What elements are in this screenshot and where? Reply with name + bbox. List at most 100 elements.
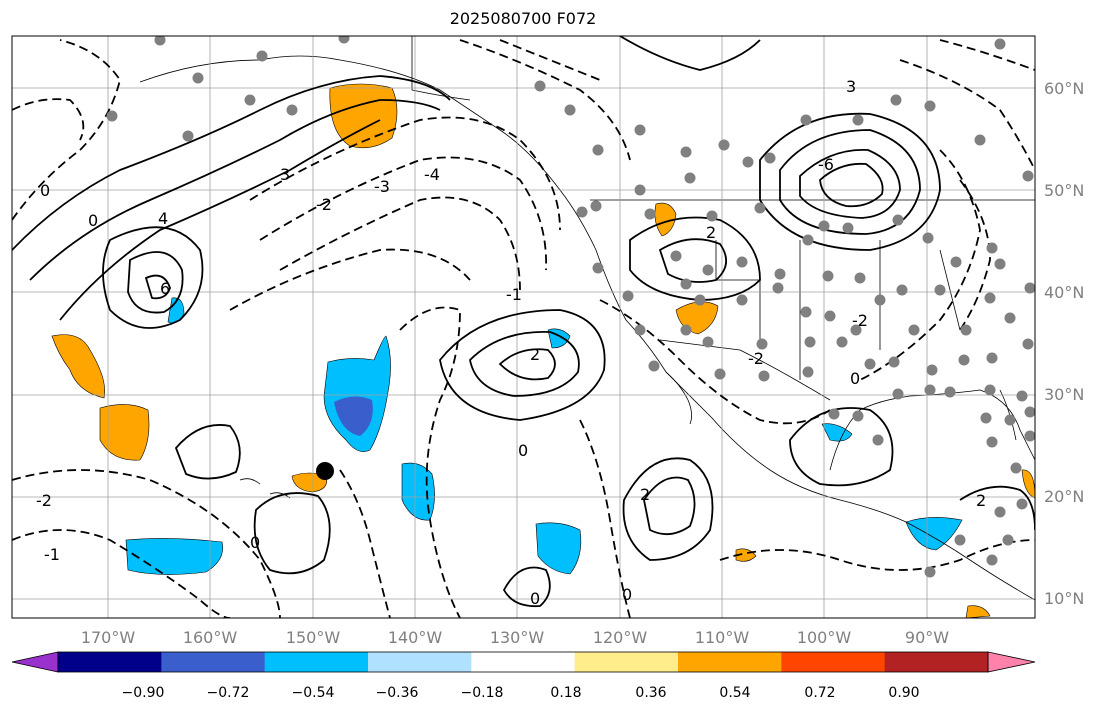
colorbar-segment (678, 652, 782, 672)
contour-west-ring-3 (144, 274, 171, 300)
station-dot (872, 434, 884, 446)
contour-label: 0 (518, 441, 528, 460)
lon-label-layer: 170°W 160°W 150°W 140°W 130°W 120°W 110°… (81, 628, 949, 647)
station-dot (286, 104, 298, 116)
lat-label: 40°N (1044, 283, 1084, 302)
colorbar-frame (57, 651, 989, 673)
contour-label: 2 (530, 345, 540, 364)
contour-neg-band-4 (229, 248, 471, 311)
station-dot (772, 282, 784, 294)
shading-layer (51, 83, 1035, 618)
contour-label: -2 (36, 491, 52, 510)
shade-negative-mid (401, 462, 435, 521)
station-dot (634, 184, 646, 196)
station-dot (986, 242, 998, 254)
contour-south-small (502, 566, 551, 608)
station-dot (804, 336, 816, 348)
contour-neg-east-3 (719, 539, 1035, 571)
contour-neg-west-2 (12, 98, 85, 141)
station-dot (984, 292, 996, 304)
colorbar-segment (781, 652, 886, 672)
station-dot (828, 408, 840, 420)
station-dot (818, 220, 830, 232)
colorbar-segment (161, 652, 266, 672)
lat-label: 30°N (1044, 385, 1084, 404)
station-dot (622, 290, 634, 302)
station-dot (192, 72, 204, 84)
coastline-layer (139, 36, 1035, 601)
contour-neg-ne-3 (859, 149, 981, 381)
contour-neg-east-1 (599, 299, 831, 425)
station-dot (924, 100, 936, 112)
shade-positive-hawaii (291, 472, 327, 493)
contour-label: -2 (748, 349, 764, 368)
station-dot (742, 156, 754, 168)
station-dot (800, 306, 812, 318)
station-dot (824, 310, 836, 322)
station-dot (994, 506, 1006, 518)
station-dot (864, 358, 876, 370)
border-states-4 (939, 249, 961, 331)
station-dot (702, 336, 714, 348)
station-dot (702, 264, 714, 276)
station-dot (694, 294, 706, 306)
contour-south-ring-1 (622, 457, 714, 561)
colorbar-tick-label: 0.18 (550, 685, 581, 701)
shade-positive-alaska (329, 83, 398, 149)
station-dot (852, 114, 864, 126)
station-dot (754, 202, 766, 214)
contour-ne-top (619, 36, 761, 71)
station-dot (106, 110, 118, 122)
colorbar-tick-label: 0.90 (888, 685, 919, 701)
contour-label: 3 (846, 77, 856, 96)
map-frame (11, 35, 1036, 619)
station-dot (1004, 312, 1016, 324)
station-dot (974, 134, 986, 146)
contour-neg-south-2 (12, 529, 231, 618)
colorbar-segment (574, 652, 679, 672)
station-dot (842, 222, 854, 234)
station-dot (680, 146, 692, 158)
station-dot (1016, 390, 1028, 402)
station-dot (644, 208, 656, 220)
station-dot (634, 324, 646, 336)
station-dot (926, 364, 938, 376)
lat-label: 50°N (1044, 181, 1084, 200)
contour-neg-mid-1 (399, 306, 461, 618)
station-dot (836, 336, 848, 348)
station-dot (1024, 430, 1035, 442)
contour-label: -1 (44, 545, 60, 564)
colorbar-segment (471, 652, 576, 672)
contour-ne-ring-1 (759, 112, 941, 251)
contour-neg-ne-4 (959, 179, 991, 331)
contour-hawaii-ring (253, 492, 331, 575)
station-dot (994, 38, 1006, 50)
colorbar-extend-high (987, 651, 1036, 673)
contour-west-ring-1 (102, 226, 204, 329)
graticule (12, 36, 1035, 618)
station-dot (800, 114, 812, 126)
station-dot (1024, 406, 1035, 418)
station-dot (922, 232, 934, 244)
colorbar-segment (58, 652, 162, 672)
contour-label: -4 (424, 165, 440, 184)
colorbar-tick-label: −0.72 (207, 685, 250, 701)
contour-label: -1 (506, 285, 522, 304)
station-dot (950, 256, 962, 268)
station-dot (634, 124, 646, 136)
lat-label: 20°N (1044, 487, 1084, 506)
station-dot (852, 410, 864, 422)
station-dot (670, 250, 682, 262)
colorbar-segment (884, 652, 989, 672)
station-dot (874, 294, 886, 306)
colorbar-tick-label: 0.54 (719, 685, 750, 701)
colorbar-tick-label: −0.90 (122, 685, 165, 701)
station-dot (1002, 534, 1014, 546)
lat-label: 60°N (1044, 79, 1084, 98)
station-dot (934, 284, 946, 296)
contour-neg-east-2 (579, 419, 631, 618)
lon-label: 150°W (286, 628, 341, 647)
border-states-1 (715, 240, 761, 340)
station-dot (182, 130, 194, 142)
lon-label: 160°W (183, 628, 238, 647)
